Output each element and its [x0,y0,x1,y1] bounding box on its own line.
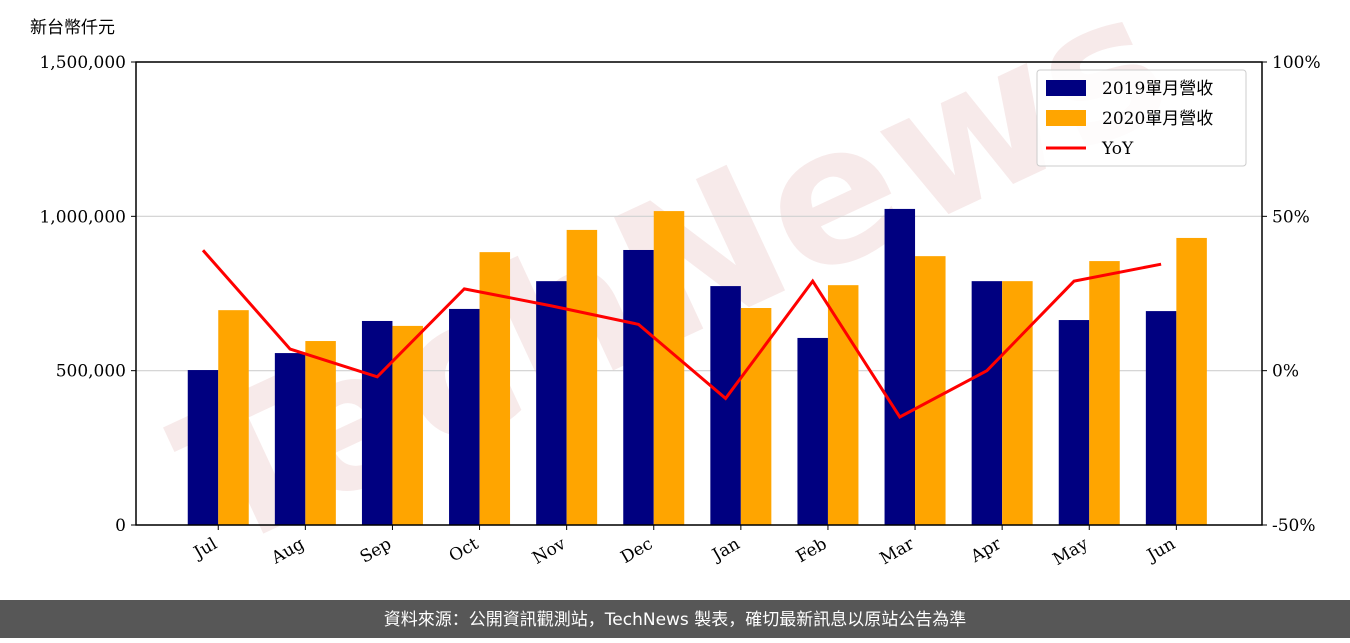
y-axis-label: 新台幣仟元 [30,18,115,38]
x-tick-label: May [1050,534,1093,570]
bar [915,256,946,525]
bar [449,308,480,525]
x-tick-label: Oct [446,534,482,567]
bar [218,310,249,525]
bar [392,325,423,525]
bar [1058,320,1090,525]
bar [1089,261,1120,525]
x-tick-label: Dec [617,534,656,568]
plot-frame [135,61,1263,526]
legend-swatch [1046,80,1086,96]
bar [623,249,654,525]
y2-tick-label: -50% [1272,516,1316,536]
legend-label: 2019單月營收 [1102,79,1213,99]
x-tick-label: Feb [793,534,831,567]
bar [653,211,685,525]
bar [187,370,219,525]
bar [710,286,741,525]
x-tick-label: Sep [357,534,395,568]
y-tick-label: 500,000 [56,362,126,382]
bar [361,320,393,525]
bar [884,208,916,525]
bar [274,353,306,525]
y2-tick-label: 100% [1272,53,1321,73]
footer-text: 資料來源：公開資訊觀測站，TechNews 製表，確切最新訊息以原站公告為準 [384,610,966,630]
bar [1145,311,1177,525]
x-tick-label: Jan [707,534,743,566]
y-tick-label: 0 [115,516,126,536]
legend-label: YoY [1101,139,1134,159]
bar [536,281,567,525]
bar [797,337,828,525]
legend-box [1036,69,1247,167]
y-tick-label: 1,000,000 [39,207,126,227]
bar [566,229,598,525]
footer-bar [0,600,1350,638]
legend-swatch [1046,110,1086,126]
bar [827,285,859,525]
bar [971,281,1003,525]
y2-tick-label: 50% [1272,207,1310,227]
x-tick-label: Nov [529,534,569,569]
legend-label: 2020單月營收 [1102,109,1213,129]
x-tick-label: Apr [967,534,1006,568]
line-series [201,249,1162,419]
x-tick-label: Jun [1142,534,1179,567]
y-tick-label: 1,500,000 [39,53,126,73]
bar [1176,237,1207,525]
bar [1002,281,1033,525]
y2-tick-label: 0% [1272,362,1299,382]
bar [305,341,336,525]
legend: 2019單月營收 2020單月營收 YoY [1036,69,1247,167]
x-tick-label: Mar [877,534,919,570]
